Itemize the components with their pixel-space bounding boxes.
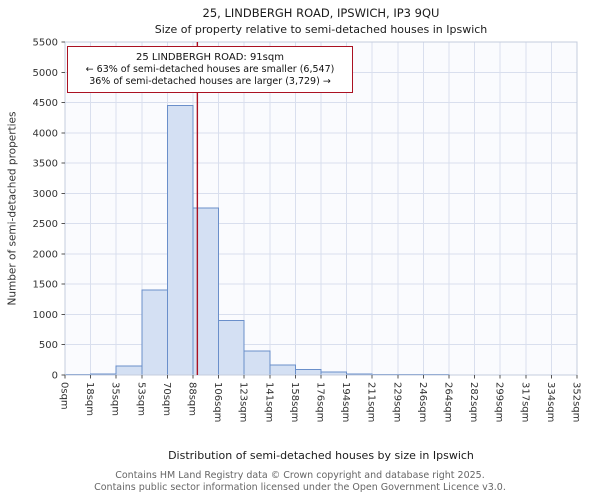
y-tick-label: 3000 [33, 189, 58, 200]
y-tick-label: 3500 [33, 159, 58, 170]
annotation-property-line: 25 LINDBERGH ROAD: 91sqm [136, 52, 284, 63]
y-tick-label: 5500 [33, 38, 58, 49]
histogram-bar [294, 369, 322, 376]
x-tick-label: 88sqm [187, 382, 198, 416]
annotation-smaller-line: ← 63% of semi-detached houses are smalle… [85, 64, 335, 75]
x-tick-label: 229sqm [391, 382, 402, 422]
x-tick-label: 106sqm [212, 382, 223, 422]
x-tick-label: 35sqm [110, 382, 121, 416]
histogram-bar [141, 289, 168, 376]
y-tick-label: 0 [52, 371, 58, 382]
x-tick-label: 141sqm [263, 382, 274, 422]
y-tick-label: 2000 [33, 249, 58, 260]
x-tick-label: 264sqm [443, 382, 454, 422]
x-tick-label: 158sqm [289, 382, 300, 422]
y-tick-label: 4500 [33, 98, 58, 109]
histogram-bar [269, 364, 296, 376]
chart-title: 25, LINDBERGH ROAD, IPSWICH, IP3 9QU [202, 6, 440, 20]
y-tick-label: 4000 [33, 128, 58, 139]
y-tick-label: 1500 [33, 280, 58, 291]
x-tick-label: 18sqm [84, 382, 95, 416]
x-tick-label: 0sqm [59, 382, 70, 410]
x-tick-labels: 0sqm 18sqm 35sqm 53sqm 70sqm 88sqm 106sqm 123sq… [59, 382, 582, 422]
x-tick-label: 352sqm [571, 382, 582, 422]
histogram-bar [218, 320, 245, 376]
footer-attribution-line1: Contains HM Land Registry data © Crown c… [115, 470, 485, 481]
histogram-bar [166, 105, 194, 376]
x-tick-label: 282sqm [468, 382, 479, 422]
x-tick-label: 211sqm [366, 382, 377, 422]
y-tick-label: 2500 [33, 219, 58, 230]
x-tick-label: 246sqm [417, 382, 428, 422]
histogram-bar [243, 350, 271, 376]
x-tick-label: 176sqm [315, 382, 326, 422]
histogram-bar [115, 365, 143, 376]
x-tick-label: 194sqm [340, 382, 351, 422]
x-tick-label: 334sqm [545, 382, 556, 422]
x-tick-label: 317sqm [519, 382, 530, 422]
y-tick-labels: 0 500 1000 1500 2000 2500 3000 3500 4000 4500 5000… [33, 38, 58, 382]
footer-attribution-line2: Contains public sector information licen… [94, 481, 506, 493]
footer: Contains HM Land Registry data © Crown c… [0, 470, 600, 493]
y-tick-label: 500 [39, 340, 58, 351]
chart-subtitle: Size of property relative to semi-detach… [154, 23, 488, 36]
tick-marks [61, 41, 578, 379]
annotation-box: 25 LINDBERGH ROAD: 91sqm ← 63% of semi-d… [67, 46, 353, 93]
x-tick-label: 70sqm [161, 382, 172, 416]
x-tick-label: 53sqm [135, 382, 146, 416]
x-tick-label: 299sqm [494, 382, 505, 422]
y-tick-label: 1000 [33, 310, 58, 321]
x-tick-label: 123sqm [238, 382, 249, 422]
y-tick-label: 5000 [33, 68, 58, 79]
annotation-larger-line: 36% of semi-detached houses are larger (… [89, 76, 331, 87]
y-axis-label: Number of semi-detached properties [6, 111, 19, 306]
x-axis-label: Distribution of semi-detached houses by … [168, 449, 474, 462]
